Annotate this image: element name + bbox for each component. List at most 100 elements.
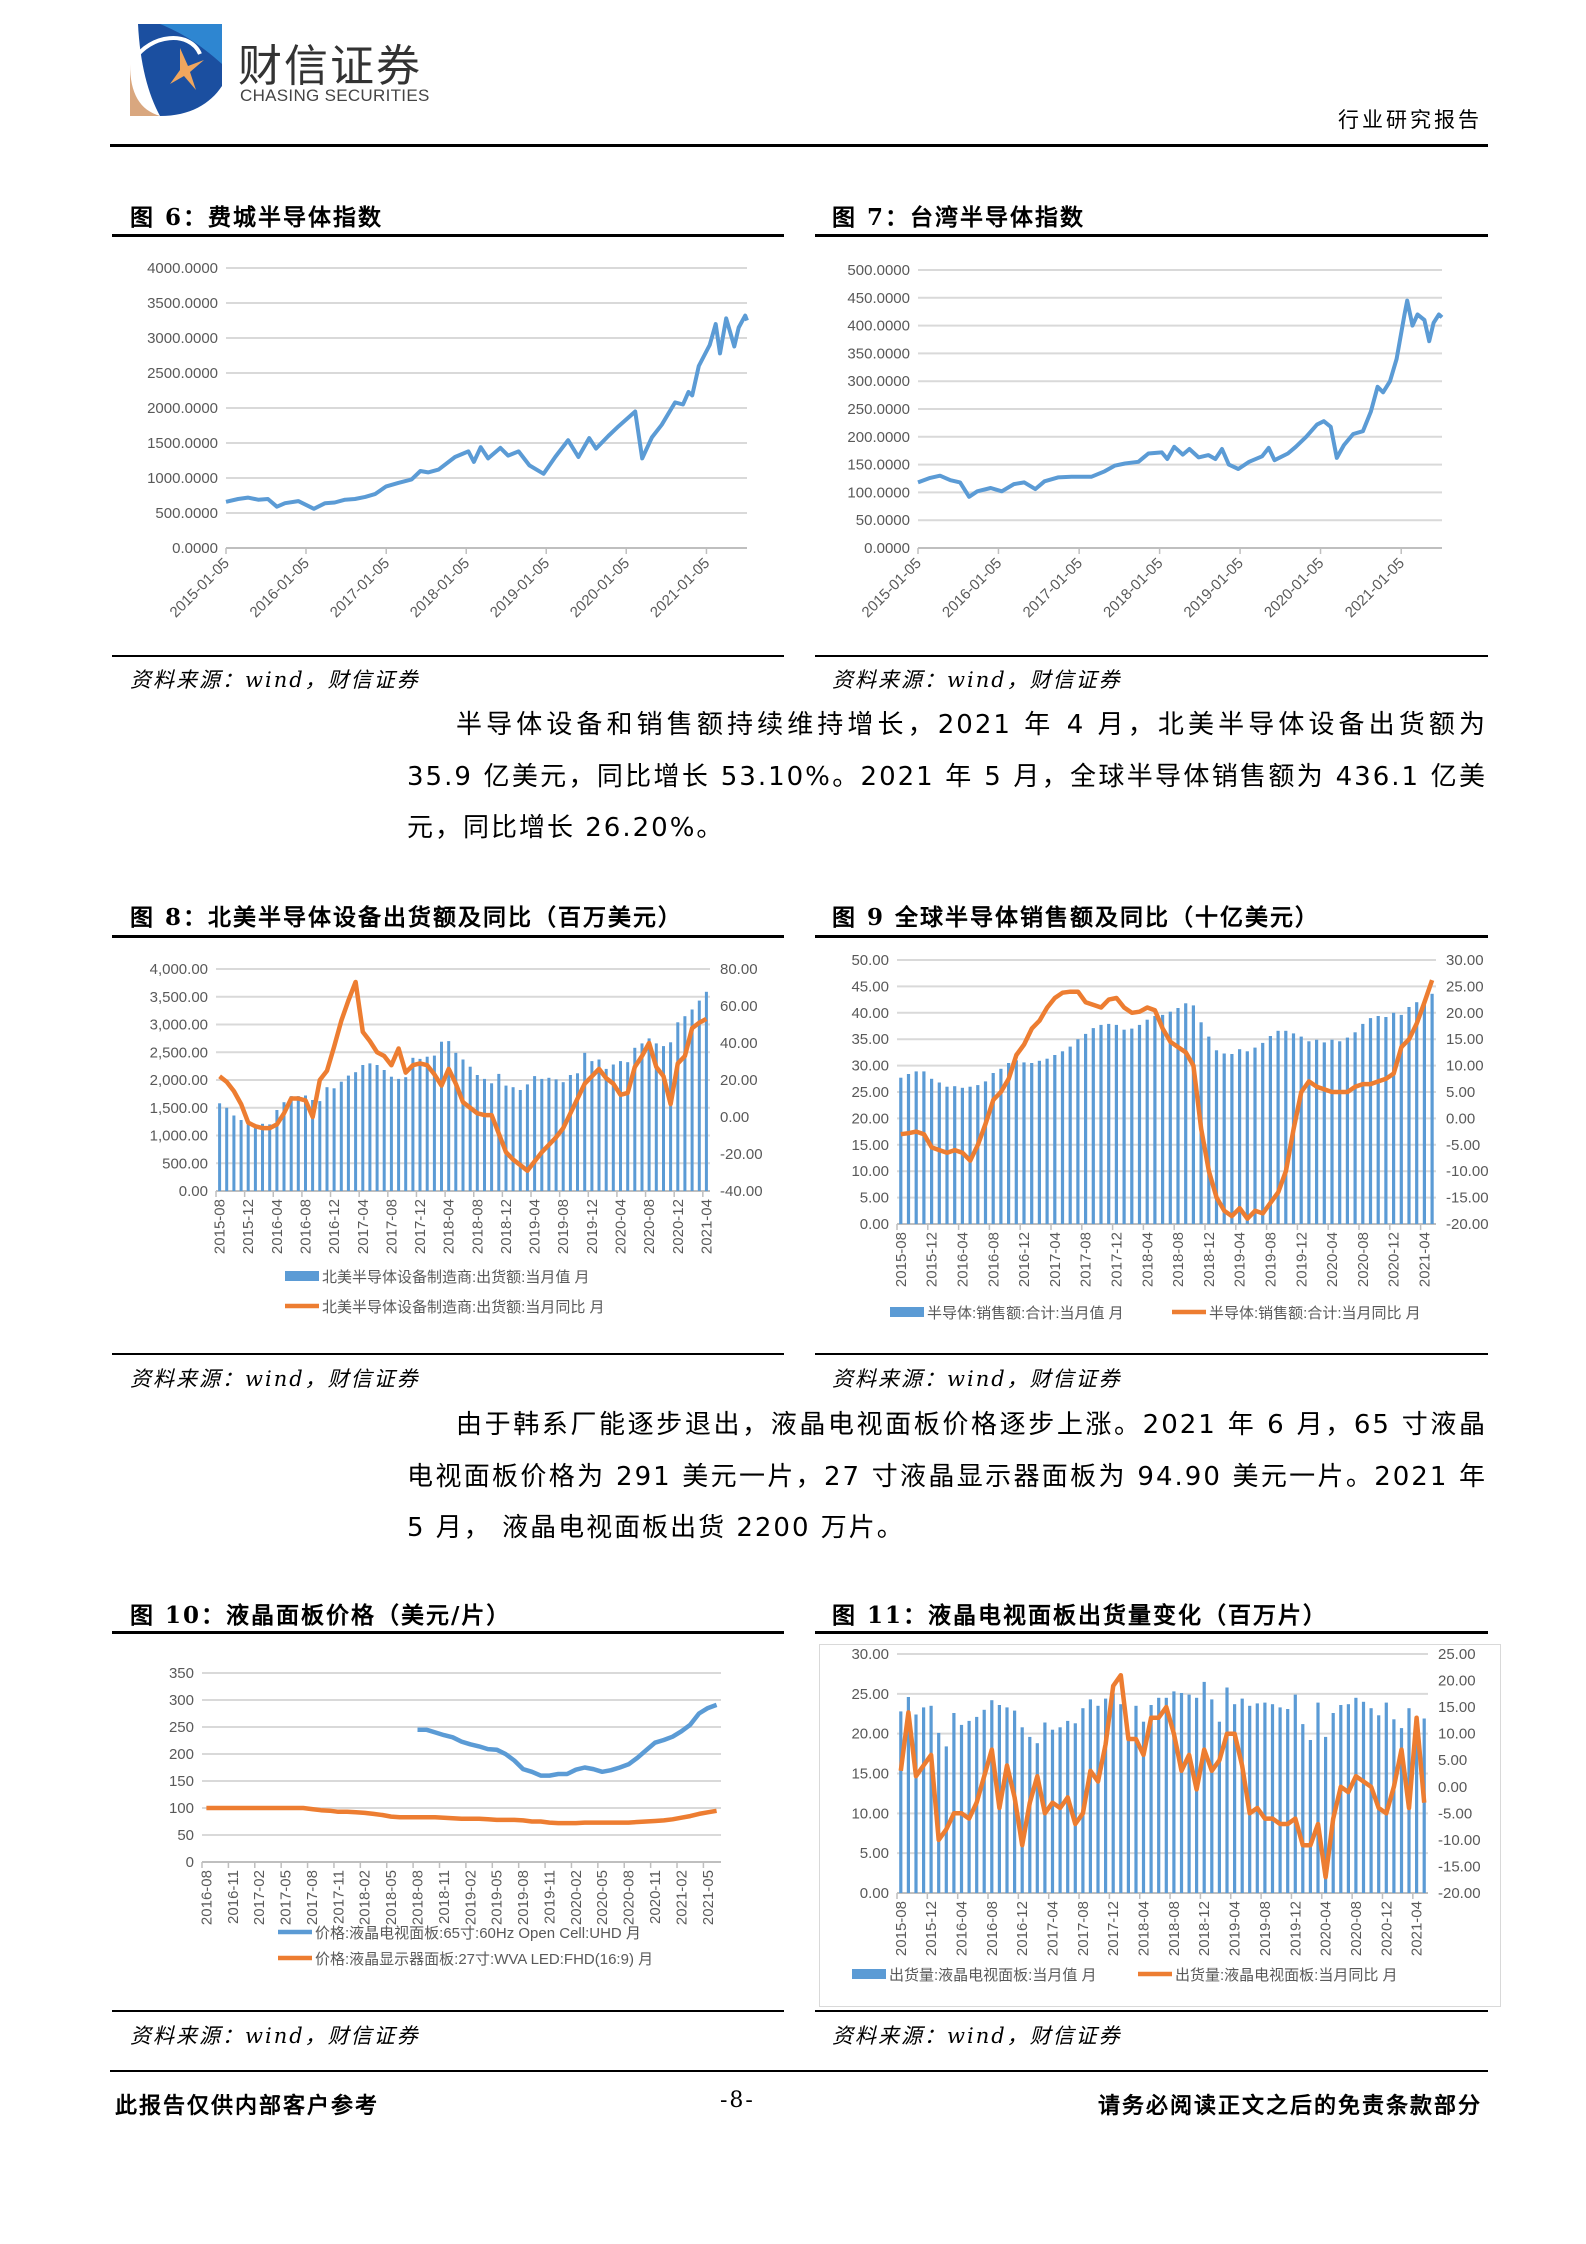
bar bbox=[1308, 1740, 1312, 1893]
x-tick-label: 2018-12 bbox=[1201, 1232, 1218, 1287]
y-tick-label: 15.00 bbox=[851, 1137, 889, 1154]
bar bbox=[1119, 1704, 1123, 1893]
bar bbox=[525, 1084, 529, 1191]
bar bbox=[982, 1709, 986, 1893]
y-tick-label: 0.00 bbox=[860, 1216, 889, 1233]
bar bbox=[1104, 1698, 1108, 1893]
x-tick-label: 2018-08 bbox=[469, 1199, 486, 1254]
y-tick-label: 500.00 bbox=[162, 1155, 208, 1172]
brand-name-cn: 财信证券 bbox=[238, 41, 422, 92]
y-tick-label: 3,000.00 bbox=[150, 1017, 208, 1034]
bar bbox=[304, 1095, 307, 1191]
bar bbox=[1091, 1028, 1095, 1224]
bar bbox=[1276, 1030, 1280, 1224]
bar bbox=[397, 1078, 401, 1191]
bar bbox=[914, 1714, 918, 1893]
bar bbox=[676, 1022, 680, 1191]
bar bbox=[339, 1081, 343, 1191]
bar bbox=[906, 1074, 911, 1224]
figure-6-bottom-rule bbox=[112, 655, 784, 657]
bar bbox=[1022, 1062, 1026, 1224]
x-tick-label: 2017-11 bbox=[330, 1870, 347, 1924]
figure-7-chart: 0.0000 50.0000 100.0000 150.0000 200.0000 250… bbox=[847, 262, 1444, 621]
bar bbox=[1130, 1028, 1134, 1224]
bar bbox=[1060, 1051, 1065, 1224]
bar bbox=[930, 1078, 934, 1224]
bar bbox=[275, 1110, 279, 1191]
x-tick-label: 2017-12 bbox=[1108, 1232, 1125, 1287]
x-tick-label: 2017-08 bbox=[1078, 1232, 1095, 1287]
bar bbox=[1315, 1039, 1319, 1224]
y-right-tick-label: -10.00 bbox=[1446, 1163, 1489, 1180]
x-tick-label: 2018-01-05 bbox=[1100, 555, 1166, 621]
bar bbox=[1153, 1016, 1157, 1224]
bar bbox=[683, 1016, 687, 1191]
series-line bbox=[900, 979, 1435, 1221]
bar bbox=[1222, 1053, 1226, 1224]
bar bbox=[1278, 1707, 1282, 1893]
bar bbox=[1141, 1721, 1146, 1893]
bar bbox=[239, 1120, 243, 1191]
bar bbox=[1050, 1729, 1055, 1893]
bar bbox=[1384, 1702, 1388, 1893]
bar bbox=[576, 1073, 579, 1191]
bar bbox=[662, 1046, 665, 1191]
bar bbox=[1161, 1014, 1165, 1224]
x-tick-label: 2020-04 bbox=[1324, 1232, 1341, 1287]
y-right-tick-label: 0.00 bbox=[720, 1109, 749, 1126]
bar bbox=[690, 1009, 694, 1191]
bar bbox=[375, 1065, 379, 1191]
y-tick-label: 5.00 bbox=[860, 1190, 889, 1207]
x-tick-label: 2016-04 bbox=[269, 1199, 286, 1254]
bar bbox=[704, 991, 708, 1191]
bar bbox=[311, 1100, 315, 1191]
x-tick-label: 2017-01-05 bbox=[1020, 555, 1086, 621]
y-tick-label: 3000.0000 bbox=[147, 330, 218, 347]
bar bbox=[468, 1066, 472, 1191]
bar bbox=[1338, 1041, 1342, 1224]
x-tick-label: 2018-12 bbox=[1196, 1901, 1213, 1956]
bar bbox=[1217, 1721, 1221, 1893]
x-tick-label: 2016-08 bbox=[198, 1870, 215, 1925]
paragraph-lcd-panel: 由于韩系厂能逐步退出，液晶电视面板价格逐步上涨。2021 年 6 月，65 寸液… bbox=[407, 1410, 1487, 1543]
y-right-tick-label: -15.00 bbox=[1438, 1858, 1481, 1875]
bar bbox=[382, 1070, 386, 1191]
bar bbox=[368, 1063, 372, 1191]
bar bbox=[1245, 1051, 1249, 1224]
bar bbox=[1399, 1728, 1404, 1893]
figure-11-title: 图 11：液晶电视面板出货量变化（百万片） bbox=[832, 1602, 1329, 1629]
y-tick-label: 100.0000 bbox=[847, 484, 910, 501]
x-tick-label: 2019-04 bbox=[1227, 1901, 1244, 1956]
bar bbox=[1286, 1709, 1290, 1893]
bar bbox=[1202, 1681, 1206, 1893]
y-right-tick-label: -5.00 bbox=[1446, 1137, 1480, 1154]
x-tick-label: 2020-08 bbox=[621, 1870, 638, 1925]
x-tick-label: 2019-05 bbox=[489, 1870, 506, 1925]
x-tick-label: 2020-08 bbox=[1355, 1232, 1372, 1287]
y-right-tick-label: 0.00 bbox=[1446, 1110, 1475, 1127]
y-tick-label: 300.0000 bbox=[847, 373, 910, 390]
figure-6-source: 资料来源：wind，财信证券 bbox=[130, 668, 420, 692]
bar bbox=[1007, 1063, 1011, 1224]
bar bbox=[1339, 1705, 1343, 1893]
y-tick-label: 30.00 bbox=[851, 1058, 889, 1075]
bar bbox=[1422, 1718, 1426, 1893]
x-tick-label: 2021-02 bbox=[673, 1870, 690, 1925]
y-tick-label: 50 bbox=[177, 1827, 194, 1844]
x-tick-label: 2018-04 bbox=[1139, 1232, 1156, 1287]
y-right-tick-label: -40.00 bbox=[720, 1183, 763, 1200]
bar bbox=[1195, 1697, 1199, 1893]
y-tick-label: 150 bbox=[169, 1773, 194, 1790]
figure-9-bottom-rule bbox=[815, 1353, 1488, 1355]
y-tick-label: 40.00 bbox=[851, 1005, 889, 1022]
bar bbox=[1045, 1058, 1049, 1224]
company-logo bbox=[130, 24, 222, 116]
footer-disclaimer-left: 此报告仅供内部客户参考 bbox=[115, 2093, 380, 2119]
x-tick-label: 2015-01-05 bbox=[859, 555, 925, 621]
x-tick-label: 2018-12 bbox=[498, 1199, 515, 1254]
bar bbox=[906, 1697, 910, 1893]
x-tick-label: 2019-01-05 bbox=[1181, 555, 1247, 621]
x-tick-label: 2020-02 bbox=[568, 1870, 585, 1925]
bar bbox=[619, 1061, 622, 1191]
y-tick-label: 350 bbox=[169, 1665, 194, 1682]
